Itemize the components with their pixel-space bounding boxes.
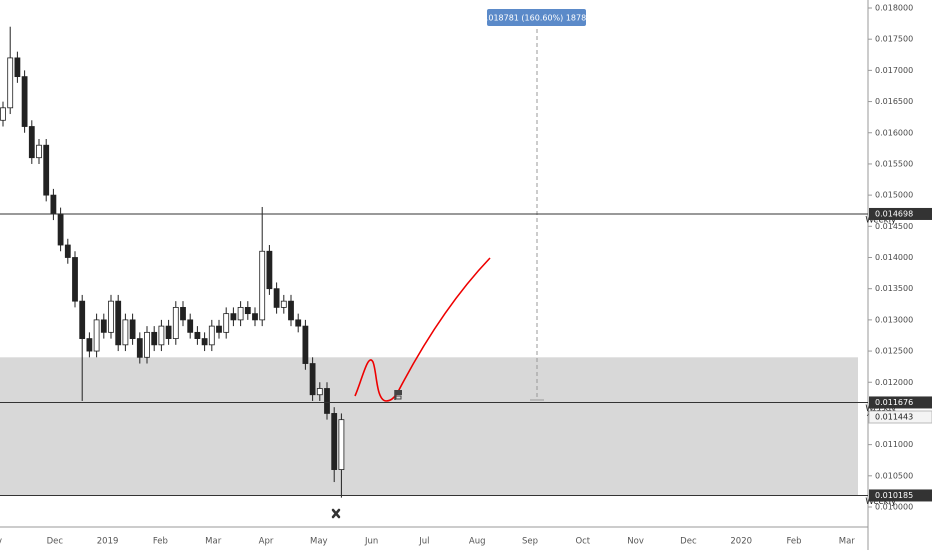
y-tick-label: 0.015500 xyxy=(875,159,913,168)
x-tick-label: Apr xyxy=(259,537,274,547)
candle-body xyxy=(86,338,93,352)
candle-body xyxy=(28,126,35,159)
candle-body xyxy=(309,363,316,396)
y-tick-label: 0.016500 xyxy=(875,97,913,106)
candle-body xyxy=(14,57,21,78)
y-tick-label: 0.013500 xyxy=(875,284,913,293)
candle-body xyxy=(100,319,107,333)
x-tick-label: Jul xyxy=(418,537,429,547)
candle-body xyxy=(50,194,57,215)
y-tick-label: 0.013000 xyxy=(875,315,913,324)
candle-body xyxy=(115,300,122,346)
x-tick-label: Feb xyxy=(786,537,801,547)
support-zone xyxy=(0,357,858,496)
x-tick-label: Sep xyxy=(522,537,538,547)
x-tick-label: Oct xyxy=(575,537,590,547)
level-text: Weekly xyxy=(865,404,896,414)
candle-body xyxy=(201,338,208,346)
y-tick-label: 0.014500 xyxy=(875,222,913,231)
candle-body xyxy=(151,331,158,346)
x-tick-label: Nov xyxy=(0,537,2,547)
candle-body xyxy=(172,306,179,339)
candle-body xyxy=(288,300,294,321)
candle-body xyxy=(93,319,100,352)
measure-badge xyxy=(487,9,586,26)
candle-body xyxy=(129,319,136,339)
candle-body xyxy=(316,388,323,396)
candle-body xyxy=(216,325,222,333)
x-marker xyxy=(331,508,341,519)
y-tick-label: 0.018000 xyxy=(875,4,913,13)
y-tick-label: 0.011000 xyxy=(875,440,913,449)
candle-body xyxy=(180,306,186,321)
candle-body xyxy=(208,325,215,346)
candle-body xyxy=(21,76,28,127)
level-price: 0.011676 xyxy=(875,398,913,407)
candle-body xyxy=(273,288,280,308)
candle-body xyxy=(158,325,165,346)
x-tick-label: 2019 xyxy=(97,537,119,547)
candle-body xyxy=(194,331,201,339)
level-badge xyxy=(869,207,932,220)
candle-body xyxy=(237,306,244,321)
y-tick-label: 0.017500 xyxy=(875,35,913,44)
y-tick-label: 0.010000 xyxy=(875,503,913,512)
level-badge xyxy=(869,396,932,409)
forecast-drawing xyxy=(354,257,491,402)
x-tick-label: Mar xyxy=(205,537,222,547)
level-badge xyxy=(869,489,932,502)
y-tick-label: 0.010500 xyxy=(875,471,913,480)
y-tick-label: 0.012000 xyxy=(875,378,913,387)
candle-body xyxy=(266,250,273,290)
measure-label: 0.018781 (160.60%) 18781 xyxy=(481,14,592,23)
y-tick-label: 0.016000 xyxy=(875,128,913,137)
y-tick-label: 0.015000 xyxy=(875,191,913,200)
candle-body xyxy=(338,419,345,470)
x-tick-label: Nov xyxy=(627,537,644,547)
candle-body xyxy=(230,313,237,321)
candle-body xyxy=(7,57,14,109)
x-tick-label: May xyxy=(310,537,328,547)
y-tick-label: 0.017000 xyxy=(875,66,913,75)
last-price: 0.011443 xyxy=(875,412,913,421)
candle-body xyxy=(79,300,86,339)
candle-body xyxy=(43,144,50,196)
candle-body xyxy=(108,300,114,333)
x-tick-label: Mar xyxy=(839,537,856,547)
candle-body xyxy=(136,338,143,358)
candle-body xyxy=(331,413,338,470)
candle-body xyxy=(36,144,42,159)
x-tick-label: Jun xyxy=(364,537,378,547)
level-text: Weekly xyxy=(865,215,896,225)
x-tick-label: Dec xyxy=(47,537,64,547)
flag-icon xyxy=(394,390,402,400)
candle-body xyxy=(122,319,129,346)
candle-body xyxy=(223,313,230,333)
candle-body xyxy=(165,325,172,339)
candle-body xyxy=(259,250,266,321)
candle-body xyxy=(72,257,78,302)
candle-body xyxy=(64,244,71,258)
candle-body xyxy=(324,388,330,414)
candle-body xyxy=(295,319,302,327)
candle-body xyxy=(302,325,309,364)
x-tick-label: Dec xyxy=(680,537,697,547)
level-price: 0.014698 xyxy=(875,209,913,218)
candle-body xyxy=(57,213,64,246)
candle-body xyxy=(244,306,251,315)
x-tick-label: 2020 xyxy=(730,537,752,547)
candle-body xyxy=(0,107,6,121)
candle-body xyxy=(144,331,150,358)
candle-body xyxy=(280,300,287,308)
level-price: 0.010185 xyxy=(875,491,913,500)
last-price-badge xyxy=(868,410,932,424)
y-tick-label: 0.014000 xyxy=(875,253,913,262)
x-tick-label: Aug xyxy=(469,537,486,547)
candle-body xyxy=(252,313,258,321)
y-tick-label: 0.012500 xyxy=(875,347,913,356)
candle-body xyxy=(187,319,194,333)
level-text: Weekly xyxy=(865,497,896,507)
x-tick-label: Feb xyxy=(153,537,168,547)
